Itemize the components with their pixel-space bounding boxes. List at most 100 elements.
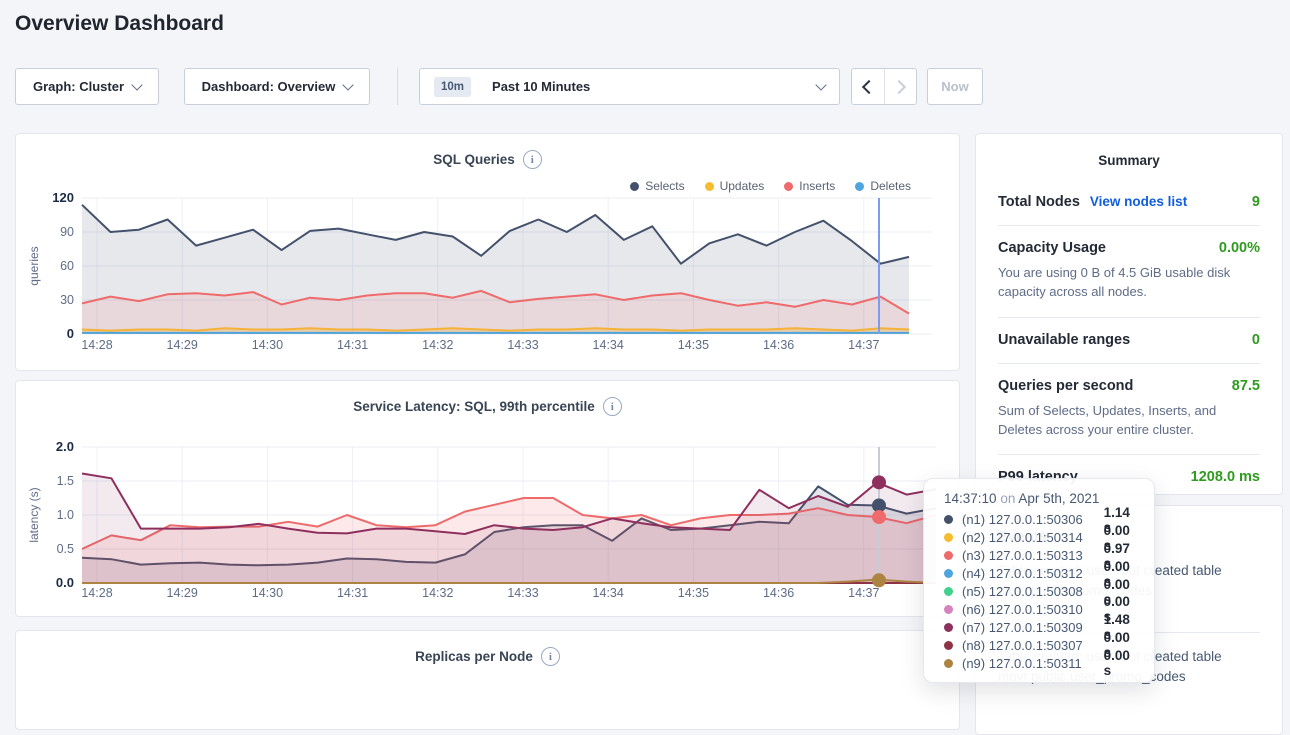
legend-dot-icon xyxy=(855,181,865,191)
series-dot-icon xyxy=(944,533,953,543)
info-icon[interactable] xyxy=(540,647,560,666)
tooltip-time: 14:37:10 xyxy=(944,491,997,506)
time-range-badge: 10m xyxy=(434,76,472,97)
prev-time-button[interactable] xyxy=(852,69,884,104)
series-dot-icon xyxy=(944,551,953,561)
summary-metric-value: 0 xyxy=(1251,331,1260,348)
tooltip-node-label: (n9) 127.0.0.1:50311 xyxy=(962,655,1082,671)
svg-text:14:29: 14:29 xyxy=(167,586,198,600)
svg-text:0.5: 0.5 xyxy=(57,542,74,556)
sql-queries-chart[interactable]: 14:28 14:29 14:30 14:31 14:32 14:33 14:34 14:35… xyxy=(16,134,959,370)
view-nodes-link[interactable]: View nodes list xyxy=(1089,194,1188,209)
tooltip-row: (n8) 127.0.0.1:50307 0.00 s xyxy=(944,630,1140,660)
svg-text:14:28: 14:28 xyxy=(81,338,112,352)
svg-text:14:32: 14:32 xyxy=(422,338,453,352)
graph-dropdown-label: Graph: Cluster xyxy=(32,79,124,94)
svg-text:14:31: 14:31 xyxy=(337,586,368,600)
time-range-dropdown[interactable]: 10m Past 10 Minutes xyxy=(419,68,840,105)
sql-queries-panel: SQL Queries Selects Updates Inserts Deletes… xyxy=(15,133,960,371)
svg-text:queries: queries xyxy=(27,246,41,285)
svg-text:60: 60 xyxy=(60,259,74,273)
chart-title: Service Latency: SQL, 99th percentile xyxy=(16,397,959,416)
legend-label: Inserts xyxy=(799,179,836,193)
summary-row-head: Unavailable ranges 0 xyxy=(998,332,1260,348)
summary-metric-label: Unavailable ranges xyxy=(998,331,1131,348)
tooltip-row: (n6) 127.0.0.1:50310 0.00 s xyxy=(944,594,1140,624)
chevron-left-icon xyxy=(862,79,877,94)
svg-text:1.5: 1.5 xyxy=(57,474,74,488)
svg-text:14:29: 14:29 xyxy=(167,338,198,352)
tooltip-node-value: 0.97 s xyxy=(1103,540,1130,571)
svg-text:14:34: 14:34 xyxy=(593,338,624,352)
toolbar: Graph: Cluster Dashboard: Overview 10m P… xyxy=(0,68,1290,105)
tooltip-node-label: (n5) 127.0.0.1:50308 xyxy=(962,584,1083,599)
tooltip-node-value: 0.00 s xyxy=(1103,648,1130,679)
summary-title: Summary xyxy=(1098,153,1160,168)
legend-item-deletes[interactable]: Deletes xyxy=(855,179,911,193)
chart-title: Replicas per Node xyxy=(16,647,959,666)
svg-text:14:36: 14:36 xyxy=(763,586,794,600)
replicas-per-node-panel: Replicas per Node xyxy=(15,630,960,730)
legend-label: Updates xyxy=(719,179,765,193)
svg-text:2.0: 2.0 xyxy=(56,439,74,454)
tooltip-row: (n4) 127.0.0.1:50312 0.00 s xyxy=(944,559,1140,589)
tooltip-node-label: (n3) 127.0.0.1:50313 xyxy=(962,548,1083,564)
legend-label: Selects xyxy=(645,179,685,193)
svg-text:14:33: 14:33 xyxy=(507,586,538,600)
chevron-right-icon xyxy=(891,79,906,94)
svg-text:0: 0 xyxy=(67,326,74,341)
summary-panel: Summary Total Nodes View nodes list 9 Capac… xyxy=(975,133,1283,495)
legend-item-selects[interactable]: Selects xyxy=(630,179,685,193)
summary-row-head: Capacity Usage 0.00% xyxy=(998,240,1260,256)
svg-text:120: 120 xyxy=(52,190,74,205)
tooltip-row: (n1) 127.0.0.1:50306 1.14 s xyxy=(944,505,1140,535)
service-latency-panel: Service Latency: SQL, 99th percentile 14… xyxy=(15,380,960,617)
tooltip-node-value: 1.48 s xyxy=(1103,612,1130,643)
summary-row-head: Queries per second 87.5 xyxy=(998,378,1260,394)
tooltip-on: on xyxy=(1000,491,1016,506)
series-dot-icon xyxy=(944,587,953,596)
summary-metric-label: Queries per second xyxy=(998,377,1134,394)
dashboard-dropdown[interactable]: Dashboard: Overview xyxy=(184,68,370,105)
service-latency-chart[interactable]: 14:28 14:29 14:30 14:31 14:32 14:33 14:34 14:35… xyxy=(16,381,959,616)
tooltip-node-value: 0.00 s xyxy=(1103,558,1130,589)
series-dot-icon xyxy=(944,569,953,579)
series-dot-icon xyxy=(944,640,953,650)
time-range-label: Past 10 Minutes xyxy=(492,79,591,94)
svg-text:14:37: 14:37 xyxy=(848,586,879,600)
info-icon[interactable] xyxy=(602,397,622,416)
tooltip-node-value: 0.00 s xyxy=(1103,522,1130,553)
tooltip-node-label: (n6) 127.0.0.1:50310 xyxy=(962,601,1083,617)
svg-text:14:33: 14:33 xyxy=(507,338,538,352)
series-dot-icon xyxy=(944,622,953,632)
tooltip-row: (n5) 127.0.0.1:50308 0.00 s xyxy=(944,577,1140,607)
legend-item-updates[interactable]: Updates xyxy=(704,179,765,193)
chevron-down-icon xyxy=(815,78,827,91)
graph-dropdown[interactable]: Graph: Cluster xyxy=(15,68,159,105)
page-title: Overview Dashboard xyxy=(15,12,224,35)
chevron-down-icon xyxy=(342,78,354,91)
legend-item-inserts[interactable]: Inserts xyxy=(784,179,835,193)
tooltip-node-label: (n4) 127.0.0.1:50312 xyxy=(962,566,1083,582)
tooltip-node-value: 1.14 s xyxy=(1103,504,1130,535)
svg-text:latency (s): latency (s) xyxy=(27,487,41,542)
series-dot-icon xyxy=(944,658,953,668)
next-time-button[interactable] xyxy=(883,69,917,104)
summary-metric-description: Sum of Selects, Updates, Inserts, and De… xyxy=(998,402,1217,437)
replicas-per-node-title: Replicas per Node xyxy=(415,649,533,664)
tooltip-row: (n2) 127.0.0.1:50314 0.00 s xyxy=(944,523,1140,553)
info-icon[interactable] xyxy=(522,150,542,169)
svg-text:30: 30 xyxy=(60,293,74,307)
svg-text:0.0: 0.0 xyxy=(56,575,74,590)
summary-metric-description: You are using 0 B of 4.5 GiB usable disk… xyxy=(998,265,1231,299)
legend-label: Deletes xyxy=(870,179,911,193)
now-button[interactable]: Now xyxy=(927,68,983,105)
svg-text:14:32: 14:32 xyxy=(422,586,453,600)
summary-row: Unavailable ranges 0 xyxy=(998,316,1260,363)
summary-rows: Total Nodes View nodes list 9 Capacity Usag… xyxy=(976,180,1282,500)
tooltip-rows: (n1) 127.0.0.1:50306 1.14 s (n2) 127.0.0.1… xyxy=(944,505,1140,678)
summary-row-head: Total Nodes View nodes list 9 xyxy=(998,194,1260,210)
legend-dot-icon xyxy=(630,181,640,191)
svg-text:14:30: 14:30 xyxy=(252,338,283,352)
tooltip-row: (n9) 127.0.0.1:50311 0.00 s xyxy=(944,648,1140,678)
